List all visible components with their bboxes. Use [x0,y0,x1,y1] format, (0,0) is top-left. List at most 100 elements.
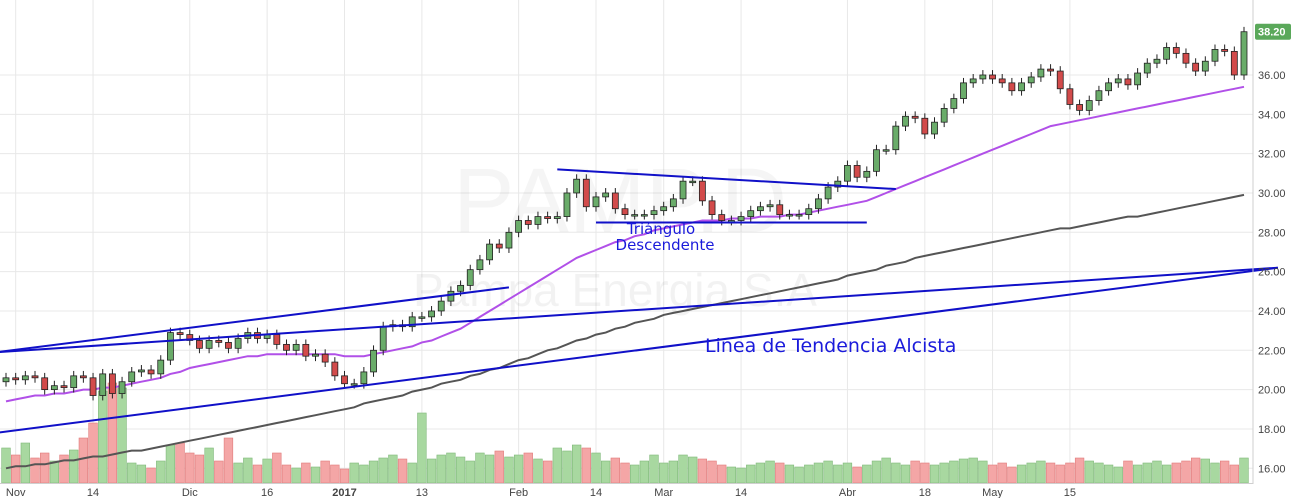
volume-bar [765,460,775,484]
volume-bar [833,464,843,484]
candle-body [824,186,832,200]
last-price-tag [1255,23,1291,40]
candle-body [79,375,87,379]
candle-body [621,208,629,216]
candle-body [786,214,793,217]
volume-bar [794,466,804,484]
volume-bar [78,437,89,484]
volume-bar [368,460,379,484]
volume-bar [214,460,224,484]
candle-body [225,342,232,349]
candle-body [524,220,532,225]
candle-body [1201,60,1209,72]
volume-bar [397,458,408,484]
volume-bar [1161,464,1172,484]
trendline [557,168,896,191]
volume-bar [204,447,214,484]
candle-body [747,210,755,217]
grid [0,0,1253,480]
candle-body [157,359,165,375]
volume-bar [165,444,176,484]
candle-body [766,204,774,208]
volume-bar [1103,464,1114,484]
candle-body [437,300,445,312]
candlesticks [2,26,1248,401]
volume-bar [88,422,98,484]
volume-bar [804,464,814,484]
trendlines [0,168,1278,434]
candle-body [138,369,145,373]
y-tick-label: 26.00 [1258,267,1286,279]
volume-bar [359,464,369,484]
volume-bar [233,462,243,484]
trendline [0,286,510,353]
volume-bar [1190,457,1201,484]
volume-bar [484,454,495,484]
candle-body [902,115,909,127]
x-tick-label: Nov [6,487,26,498]
candle-body [815,198,822,210]
volume-bar [871,460,882,484]
candle-body [679,180,687,200]
y-tick-label: 32.00 [1258,149,1286,161]
volume-bar [581,447,591,484]
volume-bar [465,460,475,484]
candle-body [534,216,542,225]
candle-body [234,338,242,349]
volume-bar [20,442,30,484]
volume-bar [891,462,901,484]
volume-bar [978,460,988,484]
candle-body [283,343,290,351]
volume-bar [755,462,766,484]
volume-bar [339,468,350,484]
candle-body [1056,70,1064,90]
candle-body [31,375,39,379]
candle-body [12,377,20,381]
volume-bar [813,462,824,484]
candle-body [505,231,513,249]
candle-body [689,180,697,184]
volume-bar [920,462,930,484]
candle-body [795,214,803,217]
candle-body [447,290,455,302]
volume-bar [136,464,147,484]
volume-bar [958,458,969,484]
candle-body [1114,78,1122,84]
candle-body [1134,72,1142,86]
volume-bar [746,464,756,484]
candle-body [495,243,503,249]
volume-bar [1036,460,1046,484]
candle-body [89,377,97,396]
volume-bar [707,460,717,484]
candle-body [350,383,358,386]
candle-body [457,284,464,292]
candle-body [128,371,136,383]
candle-body [1085,100,1093,111]
candle-body [960,82,967,99]
candle-body [911,115,919,119]
volume-bar [1016,464,1027,484]
candle-body [1076,104,1083,111]
candle-body [1047,68,1054,72]
candle-body [408,316,416,328]
volume-bar [1220,460,1230,484]
candle-body [718,214,726,221]
annotation-triangle-line2: Descendente [616,236,715,254]
volume-bar [30,457,40,484]
volume-bar [1171,462,1181,484]
volume-bar [697,458,708,484]
volume-bar [262,458,272,484]
volume-bar [678,454,688,484]
volume-bar [330,464,340,484]
volume-bar [997,462,1007,484]
candle-body [1008,82,1016,92]
candle-body [650,210,658,216]
y-tick-label: 28.00 [1258,227,1286,239]
candle-body [215,340,223,343]
moving-averages [5,85,1245,470]
volume-bar [659,462,669,484]
volume-bar [688,456,698,484]
volume-bar [649,454,659,484]
volume-bar [156,460,166,484]
